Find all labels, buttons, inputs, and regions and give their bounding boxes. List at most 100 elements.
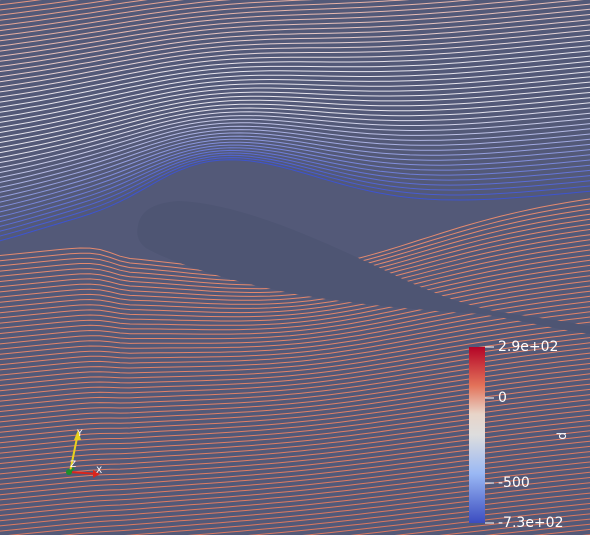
streamline [0,414,590,475]
streamline [0,152,590,227]
streamline [0,394,590,454]
streamline [0,435,590,496]
streamline [0,290,590,350]
streamline [0,157,590,237]
streamline [439,518,590,535]
streamline [187,492,590,535]
streamline [0,404,590,465]
streamline [0,399,590,459]
streamline [247,497,590,535]
orientation-axes [66,430,100,478]
streamline [394,513,590,535]
streamline [0,3,590,62]
streamline [0,440,590,501]
streamline [0,132,590,193]
streamline [0,0,532,52]
streamline [0,81,590,139]
streamline [0,326,590,387]
streamline [0,154,590,232]
streamline [0,316,590,376]
streamline [0,461,590,522]
streamline [0,244,590,305]
streamline [0,60,590,118]
axis-label-x: X [96,466,103,476]
streamline [0,55,590,113]
streamline [0,122,590,179]
streamline [0,280,590,340]
streamline [0,19,590,78]
streamline [0,430,590,491]
streamline [0,91,590,149]
streamline [0,76,590,134]
streamline [0,0,185,26]
streamline [0,117,590,174]
streamline [0,264,590,324]
streamline [0,270,590,329]
streamline [0,129,590,188]
streamline [0,445,590,506]
streamline [0,0,114,16]
colorbar-gradient [469,347,485,523]
streamline [0,97,590,154]
streamline [0,112,590,169]
streamline [0,425,590,485]
streamline [0,239,590,301]
streamline [0,311,590,371]
colorbar-title: p [556,432,570,440]
streamline [0,352,590,413]
streamline [0,149,590,223]
airfoil-surface [137,201,590,334]
streamline [0,456,590,517]
streamline [0,13,590,73]
streamline [0,357,590,418]
streamline [0,451,590,511]
streamline [0,362,590,423]
streamline [0,125,590,183]
streamline [0,306,590,366]
streamline [349,508,590,535]
streamline [0,275,590,335]
streamline [0,342,590,402]
streamline [0,259,590,319]
streamline [0,141,590,208]
streamline [0,249,590,309]
colorbar-label-max: 2.9e+02 [498,339,559,355]
streamline [0,368,590,428]
streamline [0,321,590,381]
streamline [0,409,590,470]
streamline [0,45,590,103]
streamline [124,487,590,535]
streamline [0,471,590,532]
colorbar-label-zero: 0 [498,390,507,406]
streamline [0,29,590,88]
colorbar-label-mid: -500 [498,475,530,491]
streamline [0,0,476,47]
streamline [0,144,590,213]
streamline [0,285,590,345]
streamline [0,347,590,407]
streamline [0,337,590,397]
streamline [0,0,232,32]
streamline [0,373,590,433]
streamline [0,102,590,159]
streamline [0,39,590,98]
streamline [0,234,590,297]
streamline [59,482,590,535]
streamline [301,502,590,535]
streamline [0,254,590,314]
streamline [0,147,590,218]
colorbar[interactable] [469,346,494,524]
streamline [0,466,590,527]
streamline [0,65,590,123]
streamline [0,86,590,144]
streamline [0,135,590,198]
streamline [0,138,590,203]
streamline [0,71,590,128]
streamline [7,476,590,535]
colorbar-label-min: -7.3e+02 [498,515,564,531]
streamline [0,8,590,67]
streamline [0,0,148,21]
